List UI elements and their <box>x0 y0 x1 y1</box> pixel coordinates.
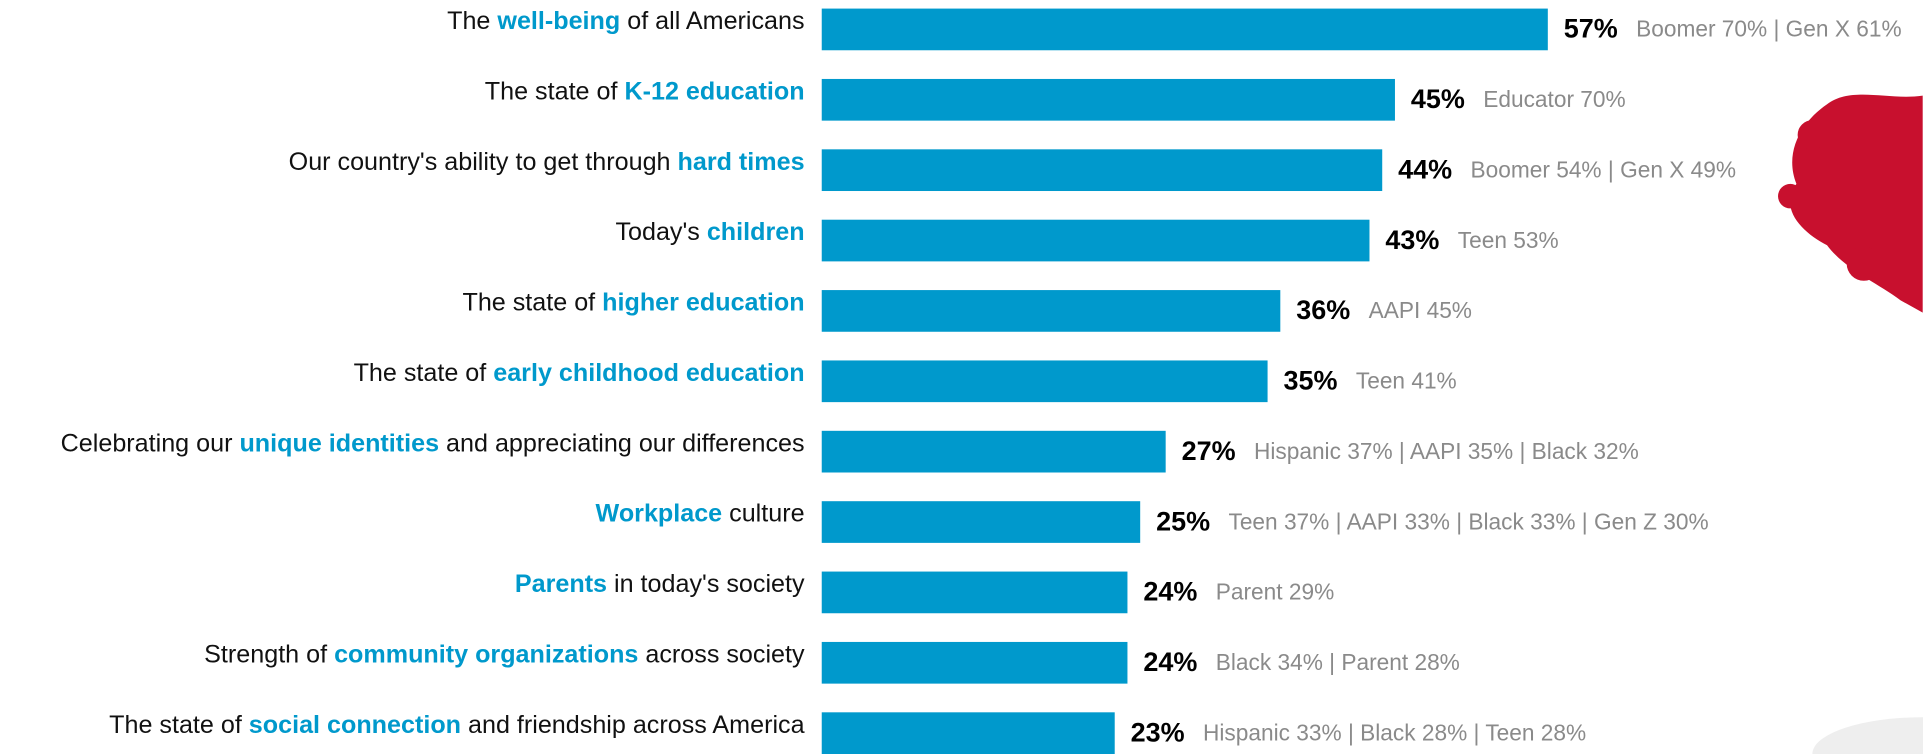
annotation: Black 34% | Parent 28% <box>1216 649 1460 675</box>
annotation: Boomer 70% | Gen X 61% <box>1636 16 1902 42</box>
value-label: 27% <box>1182 436 1236 466</box>
category-label: The state of early childhood education <box>354 359 805 387</box>
highlight-text: children <box>707 218 805 246</box>
label-text: of all Americans <box>620 7 804 35</box>
annotation: Hispanic 33% | Black 28% | Teen 28% <box>1203 719 1586 745</box>
value-group: 43% Teen 53% <box>1385 225 1558 255</box>
category-label: The state of higher education <box>462 288 804 316</box>
label-text: The <box>447 7 497 35</box>
label-text: Today's <box>615 218 706 246</box>
bar <box>821 641 1128 684</box>
bar <box>821 571 1128 614</box>
value-group: 35% Teen 41% <box>1284 366 1457 396</box>
annotation: AAPI 45% <box>1369 297 1472 323</box>
label-text: Strength of <box>204 640 334 668</box>
bar <box>821 290 1281 332</box>
value-label: 25% <box>1156 506 1210 536</box>
category-label: The well-being of all Americans <box>447 7 804 35</box>
highlight-text: well-being <box>496 7 620 35</box>
decoration <box>1812 717 1923 754</box>
annotation: Boomer 54% | Gen X 49% <box>1471 156 1737 182</box>
value-label: 24% <box>1143 577 1197 607</box>
label-text: across society <box>638 640 805 668</box>
highlight-text: community organizations <box>334 640 638 668</box>
category-label: Workplace culture <box>596 499 805 527</box>
highlight-text: social connection <box>249 710 461 738</box>
value-label: 23% <box>1131 718 1185 748</box>
bar <box>821 149 1383 192</box>
value-label: 43% <box>1385 225 1439 255</box>
highlight-text: K-12 education <box>624 77 804 105</box>
bar <box>821 8 1548 51</box>
highlight-text: Parents <box>515 570 607 598</box>
category-label: The state of social connection and frien… <box>109 710 804 738</box>
label-text: culture <box>722 499 804 527</box>
value-group: 25% Teen 37% | AAPI 33% | Black 33% | Gen… <box>1156 506 1709 536</box>
value-group: 57% Boomer 70% | Gen X 61% <box>1564 14 1902 44</box>
category-label: Today's children <box>615 218 804 246</box>
value-group: 36% AAPI 45% <box>1296 295 1472 325</box>
label-text: The state of <box>462 288 602 316</box>
decoration <box>1778 94 1923 313</box>
label-text: Our country's ability to get through <box>289 147 678 175</box>
category-label: Strength of community organizations acro… <box>204 640 805 668</box>
bar <box>821 219 1370 262</box>
category-label: The state of K-12 education <box>485 77 805 105</box>
label-text: and appreciating our differences <box>439 429 805 457</box>
label-text: and friendship across America <box>461 710 805 738</box>
value-label: 45% <box>1411 84 1465 114</box>
highlight-text: Workplace <box>596 499 723 527</box>
value-label: 35% <box>1284 366 1338 396</box>
annotation: Hispanic 37% | AAPI 35% | Black 32% <box>1254 438 1639 464</box>
label-text: The state of <box>109 710 249 738</box>
value-group: 27% Hispanic 37% | AAPI 35% | Black 32% <box>1182 436 1639 466</box>
value-group: 44% Boomer 54% | Gen X 49% <box>1398 155 1736 185</box>
annotation: Parent 29% <box>1216 579 1334 605</box>
highlight-text: hard times <box>678 147 805 175</box>
value-label: 57% <box>1564 14 1618 44</box>
annotation: Teen 37% | AAPI 33% | Black 33% | Gen Z … <box>1229 508 1709 534</box>
value-label: 44% <box>1398 155 1452 185</box>
bar <box>821 360 1268 403</box>
value-group: 45% Educator 70% <box>1411 84 1626 114</box>
bar <box>821 712 1115 754</box>
annotation: Teen 53% <box>1458 227 1559 253</box>
annotation: Educator 70% <box>1483 86 1625 112</box>
highlight-text: higher education <box>602 288 804 316</box>
value-label: 24% <box>1143 647 1197 677</box>
category-label: Our country's ability to get through har… <box>289 147 805 175</box>
category-label: Celebrating our unique identities and ap… <box>61 429 805 457</box>
label-text: The state of <box>485 77 625 105</box>
value-group: 24% Parent 29% <box>1143 577 1334 607</box>
bar <box>821 430 1166 473</box>
value-group: 23% Hispanic 33% | Black 28% | Teen 28% <box>1131 718 1587 748</box>
category-label: Parents in today's society <box>515 570 805 598</box>
value-group: 24% Black 34% | Parent 28% <box>1143 647 1459 677</box>
value-label: 36% <box>1296 295 1350 325</box>
bar <box>821 501 1141 543</box>
label-text: in today's society <box>607 570 805 598</box>
label-text: Celebrating our <box>61 429 240 457</box>
label-text: The state of <box>354 359 494 387</box>
bar <box>821 78 1395 121</box>
annotation: Teen 41% <box>1356 368 1457 394</box>
highlight-text: unique identities <box>239 429 439 457</box>
highlight-text: early childhood education <box>493 359 804 387</box>
